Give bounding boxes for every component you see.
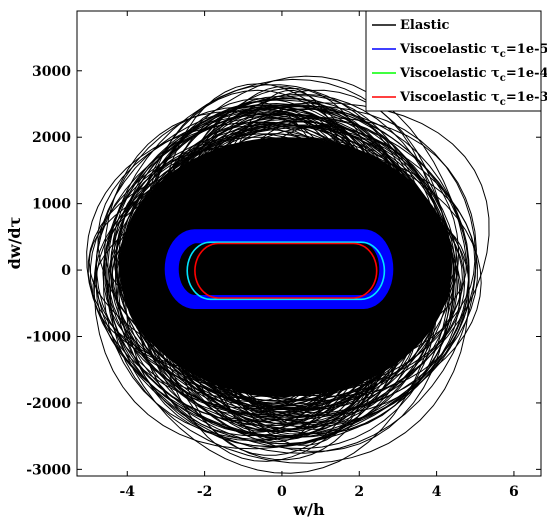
elastic-trajectory-loop — [138, 156, 439, 413]
y-axis-label: dw/dτ — [5, 217, 24, 270]
x-tick-label: -4 — [119, 484, 135, 500]
y-tick-label: 3000 — [32, 64, 71, 80]
legend-subscript: c — [500, 73, 506, 84]
x-tick-label: 4 — [432, 484, 442, 500]
plot-content — [86, 75, 490, 474]
legend-suffix: =1e-3 — [506, 90, 547, 105]
y-tick-label: 0 — [61, 263, 71, 279]
legend-box — [365, 10, 542, 112]
legend-subscript: c — [500, 97, 506, 108]
y-tick-label: -1000 — [26, 330, 71, 346]
elastic-trajectory-loop — [107, 78, 441, 474]
legend-entry-3: Viscoelastic τc=1e-3 — [399, 90, 547, 108]
elastic-trajectory-loop — [152, 117, 448, 403]
elastic-trajectory-loop — [102, 153, 466, 402]
legend-label: Elastic — [400, 18, 450, 33]
elastic-trajectory-loop — [118, 114, 423, 448]
limit-cycle-1 — [186, 241, 386, 301]
elastic-trajectory-loop — [109, 117, 477, 428]
legend-subscript: c — [500, 49, 506, 60]
elastic-trajectory-loop — [116, 104, 470, 417]
legend-suffix: =1e-5 — [506, 42, 547, 57]
elastic-trajectory-loop — [121, 177, 470, 397]
limit-cycle-2 — [194, 242, 378, 299]
x-tick-label: 6 — [509, 484, 519, 500]
axis-ticks: -4 -2 0 2 4 6 -3000 -2000 -1000 0 1000 2000 3000 — [26, 11, 541, 500]
x-tick-label: 2 — [354, 484, 364, 500]
legend-entry-2: Viscoelastic τc=1e-4 — [399, 66, 547, 84]
elastic-trajectory-loop — [179, 175, 387, 372]
plot-frame — [76, 10, 542, 477]
elastic-trajectory-loop — [93, 106, 461, 450]
elastic-trajectory-loop — [138, 107, 445, 408]
y-tick-label: -3000 — [26, 462, 71, 478]
elastic-trajectory-loop — [152, 195, 420, 377]
elastic-trajectory-loop — [97, 102, 490, 411]
elastic-trajectory-loop — [133, 98, 439, 447]
elastic-trajectory-loop — [207, 126, 388, 430]
x-tick-label: -2 — [197, 484, 213, 500]
elastic-series — [86, 75, 490, 474]
x-axis-label: w/h — [292, 500, 325, 519]
viscoelastic-series — [164, 229, 394, 309]
elastic-trajectory-loop — [137, 182, 432, 374]
elastic-trajectory-loop — [152, 156, 425, 358]
elastic-trajectory-loop — [95, 105, 477, 454]
elastic-trajectory-loop — [156, 154, 392, 382]
legend-entry-1: Viscoelastic τc=1e-5 — [399, 42, 547, 60]
elastic-trajectory-loop — [206, 120, 392, 446]
y-tick-label: 1000 — [32, 197, 71, 213]
elastic-trajectory-loop — [200, 112, 395, 441]
legend-label: Viscoelastic τ — [399, 66, 500, 81]
legend-entry-0: Elastic — [400, 18, 450, 33]
x-tick-label: 0 — [277, 484, 287, 500]
limit-cycle-0 — [176, 240, 388, 299]
elastic-trajectory-loop — [118, 113, 478, 438]
elastic-trajectory-loop — [142, 185, 442, 372]
y-tick-label: 2000 — [32, 130, 71, 146]
elastic-trajectory-loop — [105, 114, 470, 445]
elastic-trajectory-loop — [150, 104, 447, 411]
y-tick-label: -2000 — [26, 396, 71, 412]
legend-label: Viscoelastic τ — [399, 90, 500, 105]
legend-label: Viscoelastic τ — [399, 42, 500, 57]
elastic-trajectory-loop — [134, 171, 441, 357]
legend-suffix: =1e-4 — [506, 66, 547, 81]
